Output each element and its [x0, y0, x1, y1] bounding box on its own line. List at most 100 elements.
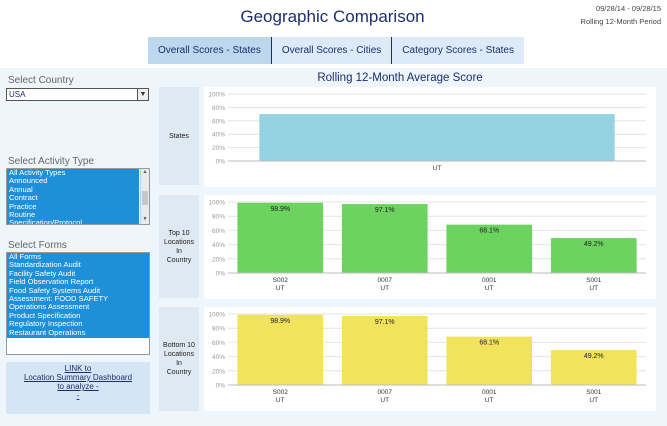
row-label-bottom10-line3: In — [176, 360, 182, 367]
forms-listbox[interactable]: All Forms Standardization Audit Facility S… — [6, 252, 150, 355]
row-label-top10-line4: Country — [166, 256, 192, 264]
tab-overall-states[interactable]: Overall Scores - States — [148, 37, 272, 64]
scroll-thumb[interactable] — [142, 191, 148, 205]
link-line-1[interactable]: LINK to — [64, 364, 92, 373]
row-label-states: States — [159, 87, 199, 185]
link-line-4[interactable]: - — [76, 391, 80, 400]
select-activity-type-label: Select Activity Type — [8, 156, 94, 167]
scroll-down-icon[interactable]: ▼ — [142, 216, 148, 222]
bottom10-chart: 100% 80% 60% 40% 20% 0% 98.9% S002 UT 97.1% 0007 UT… — [204, 307, 656, 411]
forms-option[interactable]: Field Observation Report — [9, 277, 94, 287]
tab-category-states[interactable]: Category Scores - States — [392, 37, 524, 64]
row-label-top10-line2: Locations — [164, 238, 194, 246]
forms-option[interactable]: Restaurant Operations — [9, 327, 86, 337]
link-line-2[interactable]: Location Summary Dashboard — [23, 373, 133, 382]
y-tick-label: 100% — [208, 312, 225, 319]
forms-option[interactable]: Product Specification — [9, 310, 81, 320]
bar — [446, 336, 533, 385]
x-tick-label: 0007 — [378, 277, 393, 284]
bottom10-chart-svg: 100%80%60%40%20%0%98.9%S002UT97.1%0007UT… — [208, 312, 646, 404]
tab-overall-cities[interactable]: Overall Scores - Cities — [271, 37, 393, 64]
period-info: 09/28/14 - 09/28/15 Rolling 12-Month Per… — [581, 2, 661, 28]
x-tick-label: 0001 — [482, 277, 497, 284]
x-tick-label: 0001 — [482, 389, 497, 396]
x-tick-label: UT — [433, 165, 442, 172]
y-tick-label: 0% — [216, 383, 226, 390]
row-label-bottom10: Bottom 10 Locations In Country — [159, 307, 199, 411]
activity-type-items: All Activity Types Announced Annual Contrac… — [7, 169, 139, 224]
data-label: 68.1% — [479, 340, 499, 347]
select-forms-label: Select Forms — [8, 240, 67, 251]
x-tick-sublabel: UT — [589, 397, 598, 404]
x-tick-sublabel: UT — [485, 285, 494, 292]
forms-option[interactable]: All Forms — [9, 252, 42, 261]
x-tick-sublabel: UT — [485, 397, 494, 404]
x-tick-sublabel: UT — [276, 285, 285, 292]
states-chart-svg: 100% 80% 60% 40% 20% 0% UT — [208, 92, 646, 172]
x-tick-sublabel: UT — [589, 285, 598, 292]
y-tick-label: 20% — [212, 145, 225, 152]
country-select[interactable]: USA ▼ — [6, 88, 149, 101]
bar — [237, 314, 324, 385]
link-line-3[interactable]: to analyze - — [57, 382, 99, 391]
data-label: 49.2% — [584, 353, 604, 360]
activity-type-listbox[interactable]: All Activity Types Announced Annual Contrac… — [6, 168, 150, 225]
activity-type-option[interactable]: Contract — [9, 193, 38, 203]
row-label-bottom10-line1: Bottom 10 — [163, 342, 195, 349]
x-tick-label: S002 — [273, 389, 289, 396]
bar — [341, 204, 428, 273]
y-tick-label: 80% — [212, 214, 225, 221]
date-range: 09/28/14 - 09/28/15 — [595, 4, 661, 13]
row-label-top10: Top 10 Locations In Country — [159, 195, 199, 298]
scroll-up-icon[interactable]: ▲ — [142, 169, 148, 175]
bar — [550, 350, 637, 385]
location-summary-link-box: LINK to Location Summary Dashboard to an… — [6, 362, 150, 414]
y-tick-label: 40% — [212, 354, 225, 361]
activity-type-option[interactable]: All Activity Types — [9, 168, 66, 177]
data-label: 68.1% — [479, 228, 499, 235]
y-tick-label: 60% — [212, 340, 225, 347]
x-tick-sublabel: UT — [276, 397, 285, 404]
forms-option[interactable]: Assessment: FOOD SAFETY — [9, 294, 109, 304]
period-label: Rolling 12-Month Period — [580, 17, 661, 26]
activity-type-option[interactable]: Specification/Protocol — [9, 218, 83, 225]
select-country-label: Select Country — [8, 75, 74, 86]
forms-option[interactable]: Standardization Audit — [9, 260, 81, 270]
x-tick-label: S001 — [586, 389, 602, 396]
y-tick-label: 60% — [212, 118, 225, 125]
row-label-top10-text: Top 10 Locations In Country — [164, 229, 194, 265]
activity-type-scrollbar[interactable]: ▲ ▼ — [140, 169, 149, 224]
forms-items: All Forms Standardization Audit Facility S… — [7, 253, 149, 338]
x-tick-sublabel: UT — [380, 285, 389, 292]
forms-option[interactable]: Regulatory Inspection — [9, 319, 83, 329]
x-tick-label: S002 — [273, 277, 289, 284]
activity-type-option[interactable]: Routine — [9, 210, 36, 220]
y-tick-label: 100% — [208, 92, 225, 99]
activity-type-option[interactable]: Announced — [9, 176, 48, 186]
activity-type-option[interactable]: Practice — [9, 201, 37, 211]
x-tick-label: S001 — [586, 277, 602, 284]
x-tick-sublabel: UT — [380, 397, 389, 404]
data-label: 97.1% — [375, 319, 395, 326]
forms-option[interactable]: Food Safety Systems Audit — [9, 285, 101, 295]
chevron-down-icon[interactable]: ▼ — [137, 89, 148, 100]
row-label-states-text: States — [169, 132, 189, 140]
forms-option[interactable]: Facility Safety Audit — [9, 268, 76, 278]
y-tick-label: 80% — [212, 326, 225, 333]
row-label-top10-line1: Top 10 — [168, 229, 190, 237]
forms-option[interactable]: Operations Assessment — [9, 302, 90, 312]
data-label: 98.9% — [270, 318, 290, 325]
y-tick-label: 100% — [208, 200, 225, 207]
country-select-value: USA — [9, 90, 26, 99]
row-label-top10-line3: In — [176, 247, 182, 255]
bar — [446, 224, 533, 273]
row-label-bottom10-text: Bottom 10 Locations In Country — [163, 341, 195, 377]
activity-type-option[interactable]: Annual — [9, 184, 33, 194]
y-tick-label: 80% — [212, 105, 225, 112]
bar — [237, 202, 324, 273]
top10-chart: 100% 80% 60% 40% 20% 0% 98.9% S002 UT 97.1% 0007 UT… — [204, 195, 656, 299]
data-label: 98.9% — [270, 206, 290, 213]
top10-chart-svg: 100%80%60%40%20%0%98.9%S002UT97.1%0007UT… — [208, 200, 646, 292]
bar — [550, 238, 637, 273]
data-label: 49.2% — [584, 241, 604, 248]
